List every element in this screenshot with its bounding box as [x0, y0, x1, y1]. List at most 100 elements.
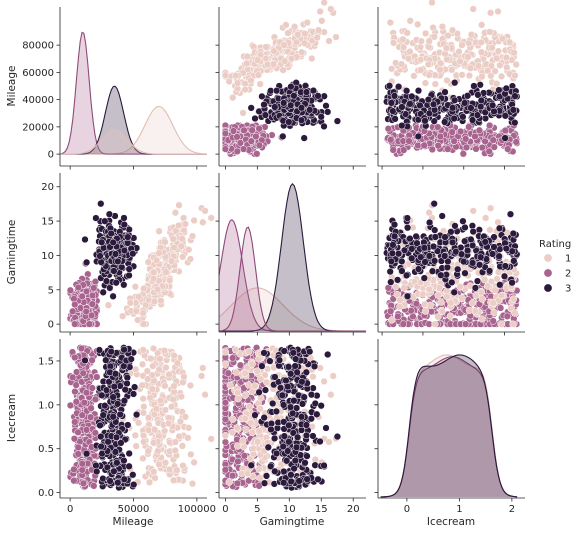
- point-rating-2: [428, 145, 436, 154]
- point-rating-1: [150, 297, 159, 305]
- point-rating-1: [225, 478, 233, 486]
- point-rating-3: [110, 467, 118, 475]
- kde-area-rating-2: [60, 32, 207, 155]
- point-rating-1: [280, 41, 288, 49]
- point-rating-1: [171, 446, 179, 455]
- point-rating-2: [74, 443, 82, 452]
- point-rating-2: [221, 415, 230, 423]
- point-rating-2: [434, 123, 442, 131]
- point-rating-2: [236, 361, 245, 369]
- point-rating-1: [436, 66, 444, 74]
- point-rating-1: [436, 59, 445, 67]
- point-rating-3: [125, 462, 133, 470]
- point-rating-1: [185, 424, 193, 432]
- point-rating-1: [144, 447, 152, 455]
- point-rating-1: [512, 60, 520, 69]
- y-tick-label-gamingtime: 10: [41, 251, 54, 262]
- point-rating-1: [386, 18, 394, 27]
- point-rating-1: [144, 258, 152, 266]
- point-rating-3: [429, 242, 438, 251]
- point-rating-2: [80, 399, 88, 407]
- point-rating-3: [461, 269, 469, 277]
- point-rating-3: [120, 214, 128, 222]
- point-rating-2: [248, 126, 256, 134]
- point-rating-1: [144, 426, 153, 434]
- point-rating-1: [443, 293, 451, 301]
- point-rating-1: [167, 403, 176, 411]
- point-rating-3: [93, 467, 101, 476]
- point-rating-3: [402, 87, 411, 95]
- point-rating-1: [497, 320, 506, 328]
- point-rating-3: [272, 87, 281, 95]
- point-rating-1: [156, 396, 165, 405]
- point-rating-1: [170, 351, 178, 360]
- point-rating-1: [180, 373, 188, 381]
- point-rating-2: [72, 368, 81, 376]
- y-tick-label-icecream: 1.5: [38, 356, 54, 367]
- point-rating-2: [93, 373, 101, 381]
- point-rating-1: [498, 35, 507, 43]
- point-rating-2: [387, 136, 395, 144]
- point-rating-3: [488, 250, 497, 258]
- point-rating-3: [385, 82, 394, 90]
- point-rating-1: [425, 71, 433, 79]
- point-rating-1: [221, 348, 230, 356]
- point-rating-1: [301, 30, 309, 38]
- point-rating-3: [98, 391, 106, 399]
- point-rating-3: [477, 253, 485, 261]
- point-rating-2: [394, 312, 402, 321]
- point-rating-2: [471, 132, 479, 141]
- point-rating-3: [393, 276, 402, 284]
- point-rating-2: [71, 387, 79, 396]
- point-rating-2: [71, 320, 79, 328]
- point-rating-3: [99, 411, 107, 419]
- point-rating-1: [400, 284, 408, 292]
- point-rating-3: [390, 92, 399, 100]
- point-rating-3: [105, 210, 114, 218]
- y-tick-label-gamingtime: 5: [48, 285, 54, 296]
- point-rating-2: [387, 307, 395, 315]
- point-rating-2: [233, 147, 241, 156]
- point-rating-1: [161, 459, 170, 467]
- point-rating-3: [324, 108, 332, 116]
- point-rating-1: [458, 71, 466, 79]
- point-rating-1: [320, 0, 328, 7]
- point-rating-2: [90, 482, 98, 490]
- point-rating-1: [175, 201, 183, 209]
- point-rating-1: [233, 424, 241, 432]
- point-rating-3: [258, 92, 266, 101]
- point-rating-1: [185, 246, 193, 254]
- point-rating-1: [282, 21, 290, 29]
- point-rating-1: [248, 428, 257, 437]
- point-rating-1: [478, 315, 486, 323]
- point-rating-3: [107, 347, 115, 356]
- point-rating-3: [109, 238, 117, 247]
- point-rating-2: [240, 126, 248, 134]
- point-rating-1: [248, 360, 256, 368]
- point-rating-1: [148, 385, 156, 393]
- point-rating-1: [161, 427, 169, 435]
- point-rating-3: [129, 250, 137, 258]
- point-rating-2: [436, 132, 445, 141]
- point-rating-1: [290, 23, 299, 31]
- point-rating-3: [81, 235, 89, 244]
- point-rating-3: [468, 259, 477, 267]
- point-rating-1: [486, 28, 494, 36]
- point-rating-1: [490, 308, 498, 317]
- point-rating-1: [139, 432, 148, 440]
- point-rating-3: [82, 258, 91, 267]
- point-rating-1: [173, 466, 181, 474]
- point-rating-1: [404, 54, 413, 63]
- point-rating-3: [120, 246, 129, 255]
- point-rating-3: [322, 102, 330, 110]
- point-rating-1: [388, 316, 396, 324]
- point-rating-1: [153, 285, 162, 294]
- point-rating-2: [84, 270, 92, 278]
- point-rating-3: [98, 238, 106, 246]
- point-rating-3: [394, 250, 403, 258]
- point-rating-1: [511, 71, 519, 80]
- point-rating-3: [124, 421, 132, 429]
- point-rating-1: [233, 79, 242, 87]
- point-rating-2: [71, 418, 79, 426]
- point-rating-3: [111, 250, 120, 258]
